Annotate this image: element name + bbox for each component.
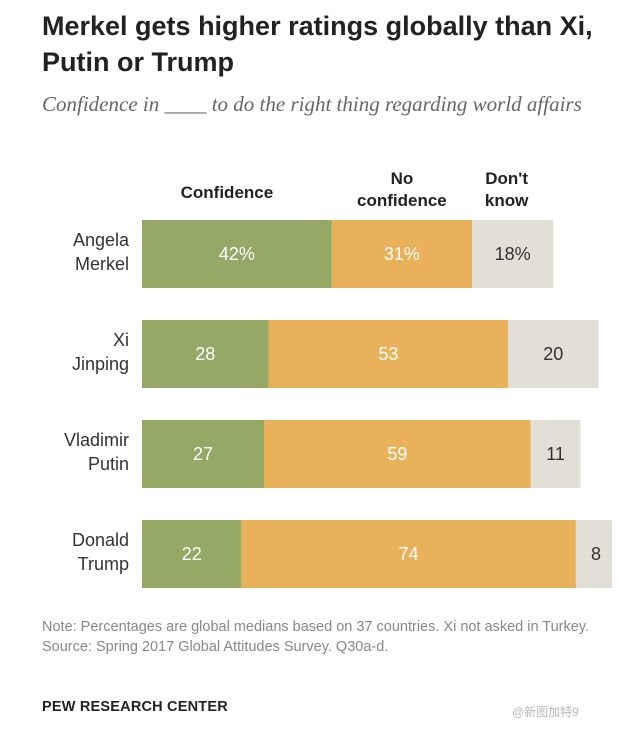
series-header-confidence: Confidence (181, 183, 274, 202)
data-label: 59 (387, 444, 407, 464)
series-header-don-t-know: know (485, 191, 529, 210)
chart-notes: Note: Percentages are global medians bas… (42, 617, 607, 657)
chart-title: Merkel gets higher ratings globally than… (42, 11, 593, 77)
source-text: Source: Spring 2017 Global Attitudes Sur… (42, 639, 389, 655)
data-label: 11 (546, 444, 565, 464)
watermark: @新图加特9 (512, 705, 579, 719)
bar-segment-don-t-know (530, 420, 581, 488)
bar-segment-no-confidence (268, 320, 509, 388)
category-label: Trump (78, 554, 129, 574)
data-label: 18% (495, 244, 531, 264)
note-text: Note: Percentages are global medians bas… (42, 619, 590, 635)
category-label: Donald (72, 530, 129, 550)
data-label: 74 (399, 544, 419, 564)
category-label: Vladimir (64, 430, 129, 450)
data-label: 8 (591, 544, 601, 564)
bar-segment-no-confidence (241, 520, 576, 588)
stacked-bar-chart: Confidence No confidence Don't know Angela Mer… (64, 169, 613, 588)
data-label: 27 (193, 444, 213, 464)
chart-subtitle: Confidence in ____ to do the right thing… (42, 92, 582, 116)
bar-segment-don-t-know (471, 220, 554, 288)
bar-segment-confidence (142, 520, 242, 588)
bar-segment-don-t-know (508, 320, 599, 388)
category-label: Jinping (72, 354, 129, 374)
bar-segment-confidence (142, 320, 269, 388)
series-header-no-confidence: confidence (357, 191, 447, 210)
data-label: 31% (384, 244, 420, 264)
data-label: 22 (182, 544, 202, 564)
category-label: Merkel (75, 254, 129, 274)
series-header-don-t-know: Don't (485, 169, 528, 188)
data-label: 53 (378, 344, 398, 364)
category-label: Angela (73, 230, 130, 250)
data-label: 28 (195, 344, 215, 364)
brand-logo-text: PEW RESEARCH CENTER (42, 699, 228, 715)
category-label: Putin (88, 454, 129, 474)
bar-segment-no-confidence (331, 220, 472, 288)
series-header-no-confidence: No (391, 169, 414, 188)
category-label: Xi (113, 330, 129, 350)
bar-segment-confidence (142, 220, 332, 288)
bar-segment-don-t-know (575, 520, 613, 588)
data-label: 20 (543, 344, 563, 364)
bar-segment-confidence (142, 420, 265, 488)
bar-segment-no-confidence (264, 420, 531, 488)
data-label: 42% (219, 244, 255, 264)
